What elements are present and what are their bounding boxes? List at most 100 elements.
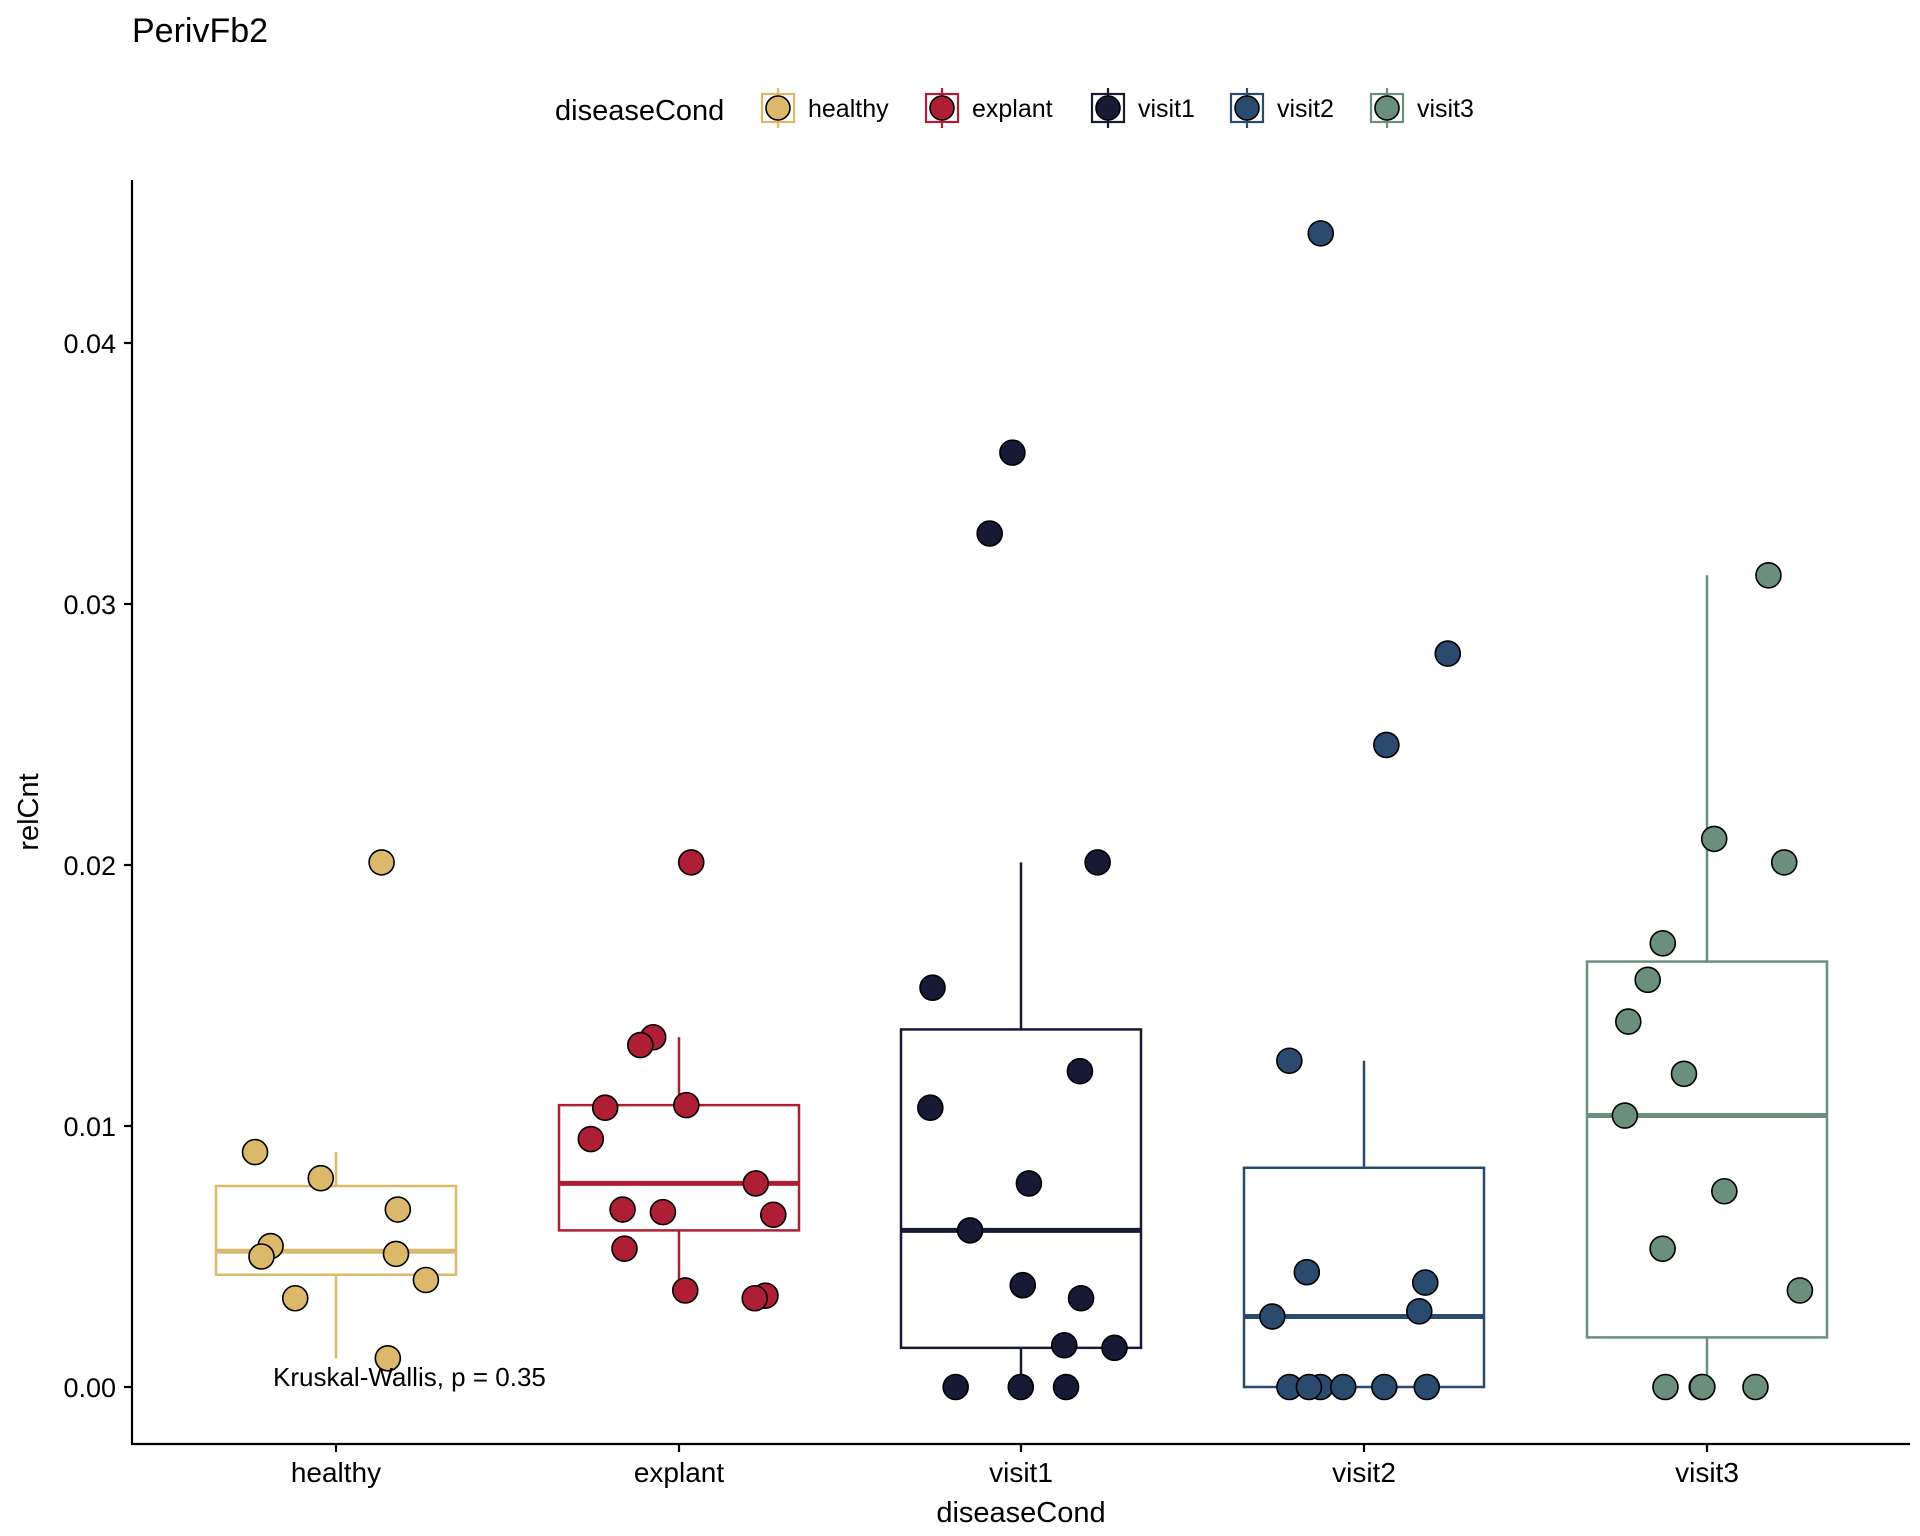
data-point xyxy=(649,1198,677,1226)
data-point xyxy=(1786,1277,1814,1304)
group-explant xyxy=(557,849,801,1312)
data-point xyxy=(1066,1057,1094,1085)
data-point xyxy=(627,1031,654,1059)
data-point xyxy=(1434,640,1462,667)
x-tick-label: visit1 xyxy=(989,1457,1053,1488)
data-point xyxy=(1084,849,1111,876)
group-visit2 xyxy=(1242,220,1486,1401)
data-point xyxy=(1755,561,1782,589)
data-point xyxy=(1411,1269,1439,1296)
data-point xyxy=(1689,1373,1716,1401)
box xyxy=(899,1028,1143,1350)
box xyxy=(1242,1166,1486,1389)
data-point xyxy=(591,1094,619,1122)
axes: 0.00 0.01 0.02 0.03 0.04 healthy explant visit… xyxy=(13,180,1910,1529)
data-point xyxy=(1634,966,1661,994)
legend-item-healthy: healthy xyxy=(760,88,889,128)
x-tick-label: healthy xyxy=(291,1457,381,1488)
data-point xyxy=(241,1138,269,1166)
data-point xyxy=(412,1266,440,1294)
data-point xyxy=(999,439,1026,466)
box xyxy=(214,1184,458,1277)
legend-key-point xyxy=(929,95,955,121)
chart-title: PerivFb2 xyxy=(132,12,268,50)
x-tick-label: explant xyxy=(634,1457,725,1488)
group-healthy xyxy=(214,849,458,1372)
data-point xyxy=(1259,1303,1286,1330)
plot-area xyxy=(214,220,1829,1401)
data-point xyxy=(1649,1235,1676,1262)
data-point xyxy=(1770,849,1798,876)
data-point xyxy=(1052,1373,1080,1401)
data-point xyxy=(1293,1258,1321,1286)
y-tick-label: 0.00 xyxy=(63,1373,116,1403)
data-point xyxy=(1009,1271,1037,1299)
legend-label: healthy xyxy=(808,95,889,123)
data-point xyxy=(611,1235,638,1262)
data-point xyxy=(307,1164,335,1192)
data-point xyxy=(1295,1373,1323,1401)
kruskal-wallis-annotation: Kruskal-Wallis, p = 0.35 xyxy=(273,1362,546,1392)
legend-key-point xyxy=(765,95,791,121)
data-point xyxy=(956,1217,984,1244)
group-visit1 xyxy=(899,439,1143,1401)
data-point xyxy=(281,1284,309,1312)
data-point xyxy=(1373,731,1400,759)
data-point xyxy=(384,1196,412,1223)
data-point xyxy=(677,849,705,876)
data-point xyxy=(942,1373,969,1401)
data-point xyxy=(1649,929,1677,957)
legend-label: explant xyxy=(972,95,1053,123)
data-point xyxy=(1050,1331,1078,1359)
data-point xyxy=(741,1284,769,1312)
data-point xyxy=(368,849,395,876)
x-ticks: healthy explant visit1 visit2 visit3 xyxy=(291,1444,1739,1488)
legend-items: healthy explant visit1 visit2 visit3 xyxy=(760,88,1474,128)
data-point xyxy=(1615,1008,1642,1035)
data-point xyxy=(742,1170,770,1197)
data-point xyxy=(1611,1102,1639,1129)
data-point xyxy=(760,1201,787,1229)
x-tick-label: visit3 xyxy=(1675,1457,1739,1488)
y-tick-label: 0.02 xyxy=(63,851,116,881)
legend-item-visit1: visit1 xyxy=(1090,88,1195,128)
y-tick-label: 0.03 xyxy=(63,590,116,620)
data-point xyxy=(1307,220,1335,247)
legend-item-visit3: visit3 xyxy=(1369,88,1474,128)
data-point xyxy=(1413,1373,1441,1401)
group-visit3 xyxy=(1585,561,1829,1401)
data-point xyxy=(671,1277,699,1304)
data-point xyxy=(374,1344,402,1372)
data-point xyxy=(1371,1373,1398,1401)
legend-label: visit3 xyxy=(1417,95,1474,123)
legend-label: visit1 xyxy=(1138,95,1195,123)
data-point xyxy=(1015,1170,1043,1197)
y-tick-label: 0.04 xyxy=(63,329,116,359)
data-point xyxy=(1067,1284,1095,1312)
data-point xyxy=(919,974,946,1001)
x-axis-label: diseaseCond xyxy=(936,1497,1105,1529)
data-point xyxy=(1670,1060,1698,1088)
legend-key-point xyxy=(1374,95,1400,121)
legend: diseaseCond healthy explant visit1 visit2 vi… xyxy=(555,88,1474,128)
legend-key-point xyxy=(1234,95,1260,121)
data-point xyxy=(1329,1373,1357,1401)
data-point xyxy=(1742,1373,1769,1401)
data-point xyxy=(1007,1373,1035,1401)
data-point xyxy=(1101,1334,1128,1362)
data-point xyxy=(248,1243,275,1270)
legend-key-point xyxy=(1095,95,1121,121)
legend-title: diseaseCond xyxy=(555,95,724,127)
legend-label: visit2 xyxy=(1277,95,1334,123)
y-axis-label: relCnt xyxy=(13,773,45,850)
data-point xyxy=(1276,1047,1303,1075)
data-point xyxy=(1652,1373,1679,1401)
y-ticks: 0.00 0.01 0.02 0.03 0.04 xyxy=(63,329,132,1403)
y-tick-label: 0.01 xyxy=(63,1112,116,1142)
data-point xyxy=(917,1094,944,1122)
data-point xyxy=(976,520,1003,547)
data-point xyxy=(1700,825,1728,853)
legend-item-visit2: visit2 xyxy=(1229,88,1334,128)
data-point xyxy=(1405,1298,1433,1325)
box xyxy=(1585,960,1829,1339)
